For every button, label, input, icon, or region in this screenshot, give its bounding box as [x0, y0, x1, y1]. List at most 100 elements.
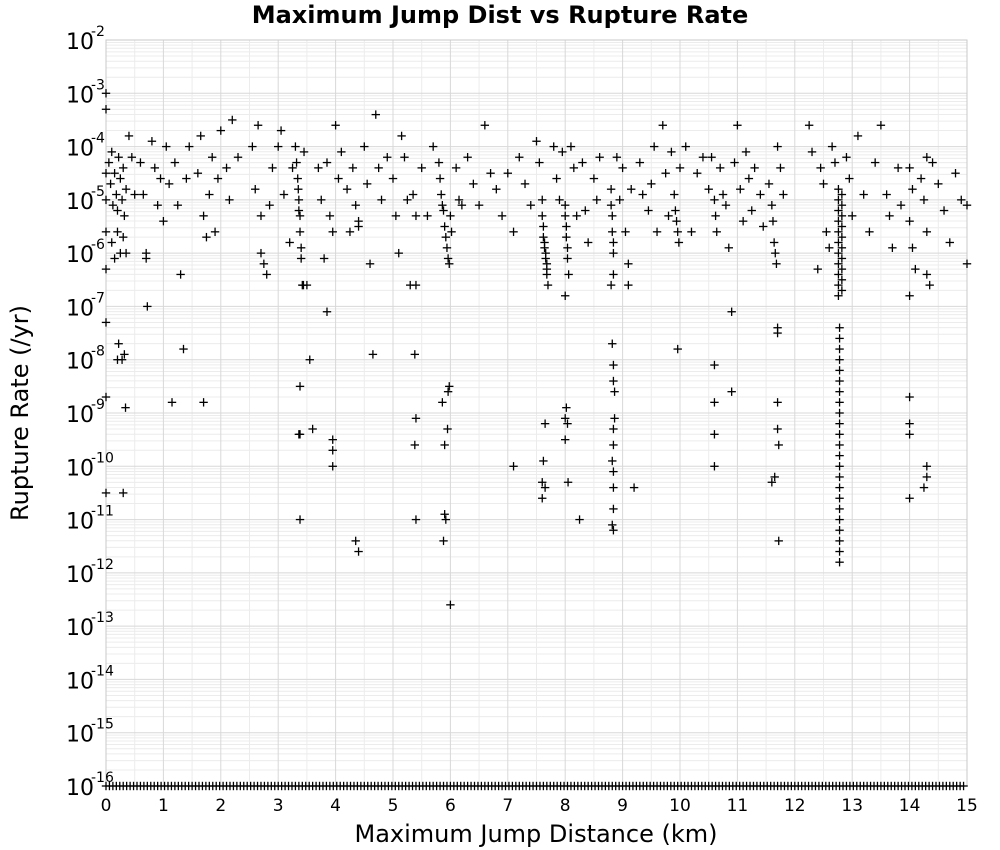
- y-tick-exponent: -3: [91, 77, 105, 93]
- data-point: [629, 483, 639, 492]
- data-point: [615, 195, 624, 205]
- data-point: [383, 153, 392, 162]
- y-tick-base: 10: [66, 350, 94, 375]
- data-point: [835, 344, 844, 354]
- data-point: [354, 216, 363, 226]
- data-point: [905, 430, 914, 439]
- data-point: [438, 200, 447, 210]
- x-axis-label: Maximum Jump Distance (km): [355, 820, 718, 848]
- data-point: [440, 222, 449, 231]
- data-point: [583, 238, 593, 247]
- data-point: [119, 232, 128, 242]
- data-point: [377, 195, 386, 205]
- data-point: [469, 179, 478, 189]
- data-point: [608, 339, 617, 348]
- data-point: [661, 169, 670, 178]
- data-point: [575, 515, 584, 524]
- data-point: [581, 206, 590, 215]
- data-point: [274, 142, 283, 151]
- data-point: [768, 216, 778, 226]
- y-tick-label: 10-3: [66, 77, 105, 108]
- data-point: [543, 280, 553, 290]
- data-point: [268, 163, 277, 173]
- data-point: [562, 222, 571, 231]
- x-tick-label: 6: [445, 796, 456, 816]
- data-point: [664, 211, 673, 221]
- data-point: [435, 174, 445, 183]
- data-point: [308, 424, 317, 434]
- data-point: [562, 232, 571, 242]
- data-point: [624, 259, 633, 268]
- data-point: [710, 195, 719, 205]
- data-point: [608, 211, 617, 221]
- data-point: [835, 462, 844, 471]
- data-point: [835, 387, 844, 396]
- data-point: [262, 270, 271, 279]
- data-point: [276, 126, 286, 135]
- data-point: [371, 110, 380, 119]
- data-point: [837, 275, 847, 284]
- y-tick-base: 10: [66, 669, 94, 694]
- data-point: [439, 206, 448, 215]
- data-point: [443, 424, 452, 434]
- data-point: [610, 387, 619, 396]
- data-point: [922, 227, 932, 237]
- data-point: [837, 200, 847, 210]
- data-point: [730, 158, 739, 167]
- data-point: [635, 158, 645, 167]
- y-tick-label: 10-4: [66, 131, 105, 162]
- data-point: [837, 232, 847, 242]
- data-point: [563, 419, 572, 428]
- data-point: [834, 195, 843, 205]
- data-point: [354, 547, 363, 556]
- data-point: [199, 211, 208, 221]
- data-point: [916, 174, 926, 183]
- data-point: [179, 344, 188, 354]
- data-point: [446, 211, 455, 221]
- data-point: [589, 174, 599, 183]
- y-tick-exponent: -8: [91, 344, 105, 360]
- data-point: [673, 227, 682, 237]
- data-point: [202, 232, 211, 242]
- data-point: [647, 179, 656, 189]
- data-point: [108, 200, 118, 210]
- x-tick-label: 11: [727, 796, 749, 816]
- data-point: [835, 323, 844, 332]
- data-point: [117, 195, 127, 205]
- x-axis-ticks: 0 1 2 3 4 5 6 7 8 9 10 11 12 13 14 15: [101, 796, 978, 816]
- y-tick-base: 10: [66, 616, 94, 641]
- data-point: [835, 355, 844, 364]
- data-point: [120, 211, 129, 221]
- data-point: [549, 142, 558, 151]
- data-point: [205, 190, 214, 199]
- data-point: [213, 174, 223, 183]
- data-point: [934, 179, 943, 189]
- data-point: [520, 179, 530, 189]
- data-point: [114, 339, 123, 348]
- data-point: [750, 163, 759, 173]
- data-point: [962, 200, 972, 210]
- data-point: [845, 174, 854, 183]
- data-point: [411, 211, 421, 221]
- data-point: [769, 238, 779, 247]
- data-point: [295, 515, 305, 524]
- data-point: [564, 270, 573, 279]
- data-point: [317, 195, 326, 205]
- data-point: [538, 211, 547, 221]
- data-point: [837, 222, 847, 231]
- data-point: [113, 206, 122, 215]
- y-tick-label: 10-14: [66, 663, 114, 694]
- data-point: [334, 174, 343, 183]
- data-point: [143, 302, 152, 311]
- data-point: [150, 163, 159, 173]
- data-point: [835, 440, 844, 450]
- data-point: [652, 227, 662, 237]
- data-point: [561, 200, 570, 210]
- data-point: [153, 200, 162, 210]
- data-point: [176, 270, 185, 279]
- data-point: [939, 206, 949, 215]
- x-tick-label: 2: [215, 796, 226, 816]
- data-point: [609, 238, 618, 247]
- data-point: [156, 174, 165, 183]
- y-tick-label: 10-15: [66, 717, 114, 748]
